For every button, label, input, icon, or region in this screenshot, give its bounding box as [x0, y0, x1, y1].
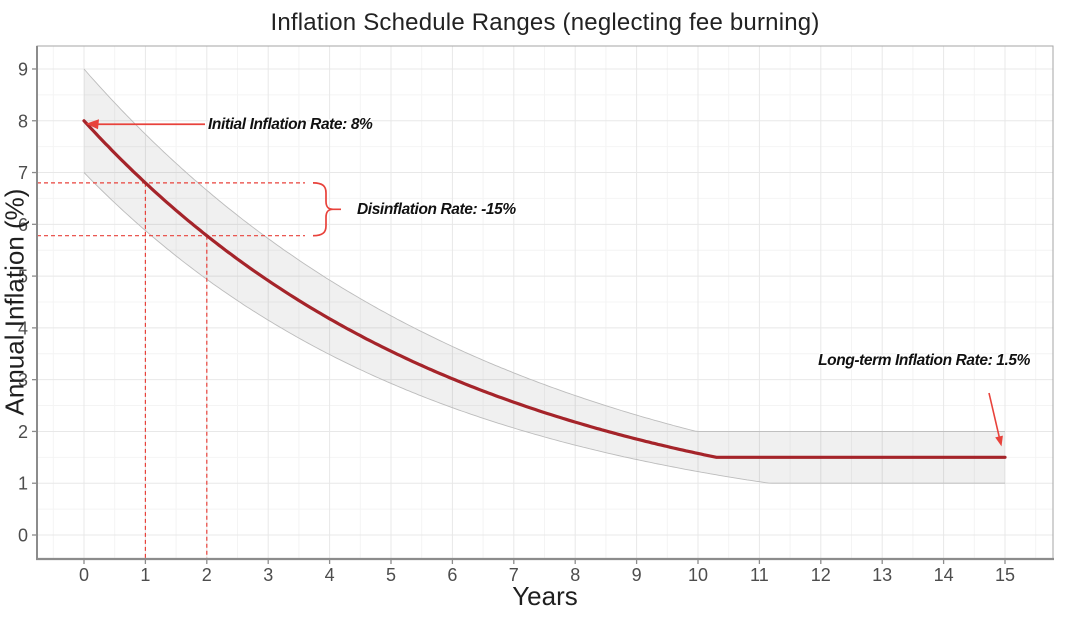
svg-text:9: 9 — [18, 59, 28, 79]
y-axis-title: Annual Inflation (%) — [0, 188, 30, 416]
grid-minor — [37, 46, 1053, 559]
svg-text:5: 5 — [386, 565, 396, 585]
svg-text:4: 4 — [18, 318, 28, 338]
central-inflation-curve — [82, 119, 1007, 459]
svg-text:12: 12 — [811, 565, 831, 585]
svg-text:0: 0 — [79, 565, 89, 585]
svg-text:5: 5 — [18, 267, 28, 287]
svg-text:3: 3 — [263, 565, 273, 585]
svg-text:1: 1 — [18, 474, 28, 494]
svg-text:6: 6 — [18, 215, 28, 235]
annotation-long-term-inflation-rate: Long-term Inflation Rate: 1.5% — [818, 352, 1030, 369]
svg-text:2: 2 — [18, 422, 28, 442]
svg-text:7: 7 — [509, 565, 519, 585]
long-term-rate-arrow — [988, 392, 1003, 447]
svg-text:1: 1 — [140, 565, 150, 585]
disinflation-brace — [312, 182, 341, 237]
svg-text:14: 14 — [934, 565, 954, 585]
svg-text:3: 3 — [18, 370, 28, 390]
svg-text:6: 6 — [447, 565, 457, 585]
axis-ticks — [32, 68, 1006, 564]
chart-title: Inflation Schedule Ranges (neglecting fe… — [270, 9, 820, 36]
svg-text:15: 15 — [995, 565, 1015, 585]
svg-text:11: 11 — [750, 565, 769, 585]
initial-rate-arrow — [86, 119, 205, 130]
x-axis-title: Years — [512, 581, 578, 611]
svg-text:8: 8 — [570, 565, 580, 585]
svg-text:8: 8 — [18, 111, 28, 131]
svg-text:7: 7 — [18, 163, 28, 183]
annotation-initial-inflation-rate: Initial Inflation Rate: 8% — [208, 116, 373, 133]
svg-text:0: 0 — [18, 526, 28, 546]
svg-text:10: 10 — [688, 565, 708, 585]
annotation-disinflation-rate: Disinflation Rate: -15% — [357, 201, 516, 218]
schedule-range-ribbon — [84, 69, 1005, 484]
svg-text:13: 13 — [872, 565, 892, 585]
svg-text:4: 4 — [325, 565, 335, 585]
svg-text:2: 2 — [202, 565, 212, 585]
svg-text:9: 9 — [632, 565, 642, 585]
disinflation-guide-lines — [37, 182, 305, 559]
